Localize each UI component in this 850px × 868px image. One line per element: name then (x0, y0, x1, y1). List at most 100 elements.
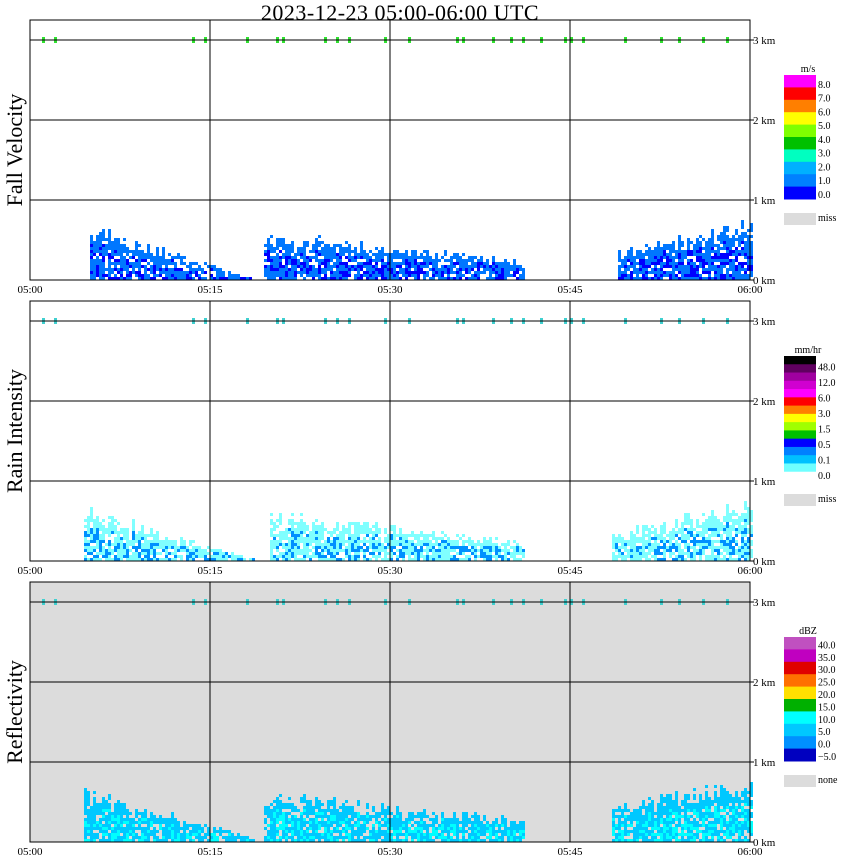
echo-cell (171, 552, 174, 555)
echo-cell (735, 797, 738, 800)
echo-cell (288, 830, 291, 833)
echo-cell (414, 268, 417, 271)
echo-cell (342, 265, 345, 268)
echo-cell (165, 259, 168, 262)
echo-cell (198, 268, 201, 271)
echo-cell (747, 519, 750, 522)
echo-cell (744, 256, 747, 259)
echo-cell (498, 552, 501, 555)
echo-cell (621, 809, 624, 812)
echo-cell (327, 546, 330, 549)
echo-cell (297, 836, 300, 839)
echo-cell (87, 528, 90, 531)
echo-cell (327, 830, 330, 833)
echo-cell (114, 558, 117, 561)
echo-cell (279, 836, 282, 839)
echo-cell (366, 558, 369, 561)
echo-cell (507, 833, 510, 836)
echo-cell (708, 555, 711, 558)
echo-cell (318, 824, 321, 827)
echo-cell (663, 558, 666, 561)
echo-cell (162, 818, 165, 821)
echo-cell (684, 806, 687, 809)
echo-cell (642, 274, 645, 277)
echo-cell (354, 525, 357, 528)
echo-cell (681, 824, 684, 827)
echo-cell (408, 833, 411, 836)
echo-cell (336, 537, 339, 540)
echo-cell (684, 839, 687, 842)
echo-cell (135, 244, 138, 247)
echo-cell (372, 271, 375, 274)
echo-cell (663, 824, 666, 827)
echo-cell (456, 833, 459, 836)
colorbar-swatch (784, 397, 816, 407)
echo-cell (387, 259, 390, 262)
echo-cell (345, 528, 348, 531)
echo-cell (420, 824, 423, 827)
echo-cell (726, 259, 729, 262)
echo-cell (723, 262, 726, 265)
echo-cell (711, 531, 714, 534)
echo-cell (744, 501, 747, 504)
echo-cell (294, 809, 297, 812)
echo-cell (324, 256, 327, 259)
echo-cell (744, 546, 747, 549)
echo-cell (720, 262, 723, 265)
echo-cell (423, 827, 426, 830)
echo-cell (516, 543, 519, 546)
echo-cell (345, 540, 348, 543)
echo-cell (675, 797, 678, 800)
echo-cell (630, 271, 633, 274)
echo-cell (135, 558, 138, 561)
echo-cell (123, 528, 126, 531)
echo-cell (615, 809, 618, 812)
echo-cell (324, 836, 327, 839)
echo-cell (627, 549, 630, 552)
echo-1 (84, 788, 255, 842)
echo-cell (183, 540, 186, 543)
echo-cell (123, 256, 126, 259)
echo-cell (414, 259, 417, 262)
echo-cell (90, 812, 93, 815)
echo-cell (684, 534, 687, 537)
echo-cell (348, 247, 351, 250)
echo-cell (411, 540, 414, 543)
echo-cell (393, 830, 396, 833)
echo-cell (702, 247, 705, 250)
echo-cell (426, 836, 429, 839)
echo-cell (300, 552, 303, 555)
echo-cell (252, 839, 255, 842)
echo-cell (495, 552, 498, 555)
echo-cell (732, 833, 735, 836)
echo-cell (648, 250, 651, 253)
echo-cell (225, 552, 228, 555)
echo-cell (357, 812, 360, 815)
echo-cell (390, 534, 393, 537)
echo-cell (645, 534, 648, 537)
echo-cell (120, 549, 123, 552)
echo-cell (375, 259, 378, 262)
echo-cell (279, 824, 282, 827)
echo-cell (348, 555, 351, 558)
echo-cell (303, 259, 306, 262)
echo-cell (687, 268, 690, 271)
echo-cell (663, 833, 666, 836)
echo-cell (672, 274, 675, 277)
echo-cell (378, 549, 381, 552)
echo-cell (621, 836, 624, 839)
echo-cell (429, 259, 432, 262)
echo-cell (390, 274, 393, 277)
echo-cell (219, 274, 222, 277)
echo-cell (102, 229, 105, 232)
echo-cell (738, 800, 741, 803)
echo-cell (201, 830, 204, 833)
echo-cell (270, 540, 273, 543)
echo-cell (99, 250, 102, 253)
echo-cell (621, 274, 624, 277)
echo-cell (441, 546, 444, 549)
echo-cell (294, 540, 297, 543)
echo-cell (459, 552, 462, 555)
echo-cell (399, 537, 402, 540)
echo-cell (723, 531, 726, 534)
